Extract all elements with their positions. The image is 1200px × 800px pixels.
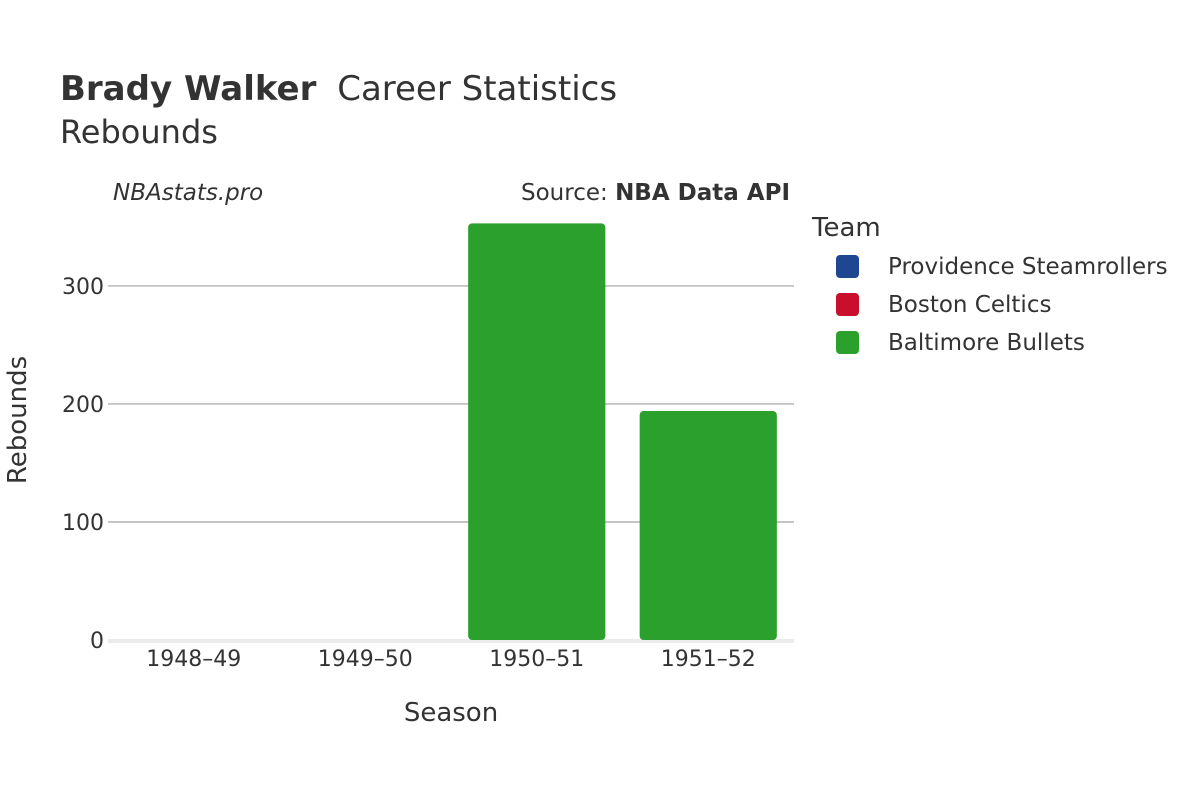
chart-subtitle: Rebounds	[60, 113, 218, 151]
legend-swatch	[836, 255, 859, 278]
title-rest: Career Statistics	[337, 69, 617, 109]
x-tick-label: 1950–51	[489, 647, 584, 672]
chart-title: Brady Walker Career Statistics	[60, 69, 617, 109]
x-tick-label: 1948–49	[146, 647, 241, 672]
x-tick-label: 1949–50	[318, 647, 413, 672]
bar	[639, 411, 777, 640]
legend: Providence Steamrollers Boston Celtics Bal…	[836, 254, 1168, 356]
y-axis-title: Rebounds	[3, 356, 33, 484]
y-tick-label: 0	[90, 629, 104, 654]
legend-swatch	[836, 293, 859, 316]
source-credit: Source: NBA Data API	[521, 180, 790, 206]
legend-label: Boston Celtics	[888, 292, 1051, 318]
title-player-name: Brady Walker	[60, 69, 317, 109]
bars	[468, 223, 777, 640]
source-prefix: Source:	[521, 180, 615, 206]
legend-title: Team	[811, 213, 881, 243]
y-axis-ticks: 0 100 200 300	[62, 275, 104, 654]
bar	[468, 223, 606, 640]
x-axis-ticks: 1948–49 1949–50 1950–51 1951–52	[146, 647, 755, 672]
y-tick-label: 300	[62, 275, 104, 300]
site-credit: NBAstats.pro	[113, 180, 263, 206]
x-tick-label: 1951–52	[661, 647, 756, 672]
y-tick-label: 100	[62, 511, 104, 536]
legend-label: Baltimore Bullets	[888, 330, 1085, 356]
legend-label: Providence Steamrollers	[888, 254, 1168, 280]
y-tick-label: 200	[62, 393, 104, 418]
legend-swatch	[836, 331, 859, 354]
x-axis-title: Season	[404, 698, 498, 728]
source-name: NBA Data API	[615, 180, 790, 206]
